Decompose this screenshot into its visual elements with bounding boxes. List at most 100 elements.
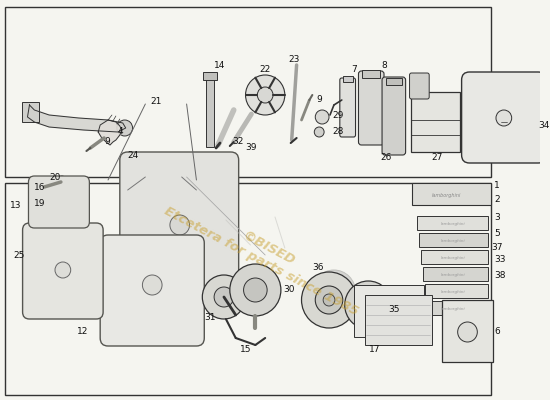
Circle shape xyxy=(140,270,184,314)
Text: 38: 38 xyxy=(494,270,505,280)
Bar xyxy=(204,72,217,80)
Text: 22: 22 xyxy=(260,66,271,74)
Circle shape xyxy=(301,272,356,328)
Circle shape xyxy=(244,278,267,302)
FancyBboxPatch shape xyxy=(382,77,405,155)
FancyBboxPatch shape xyxy=(29,176,89,228)
Bar xyxy=(427,301,488,315)
Text: 25: 25 xyxy=(13,250,25,260)
FancyBboxPatch shape xyxy=(23,223,103,319)
Text: 36: 36 xyxy=(312,264,324,272)
Bar xyxy=(5,7,491,177)
Circle shape xyxy=(315,286,343,314)
Circle shape xyxy=(170,215,190,235)
Text: 37: 37 xyxy=(491,242,503,252)
Circle shape xyxy=(57,176,67,186)
Circle shape xyxy=(245,75,285,115)
Circle shape xyxy=(496,110,512,126)
Text: ©BISED
Etcetera for parts since 1985: ©BISED Etcetera for parts since 1985 xyxy=(162,192,368,318)
Circle shape xyxy=(257,87,273,103)
Circle shape xyxy=(458,322,477,342)
Bar xyxy=(410,92,460,152)
Text: 5: 5 xyxy=(494,230,500,238)
Polygon shape xyxy=(98,120,122,145)
Circle shape xyxy=(150,280,174,304)
Circle shape xyxy=(117,120,133,136)
Circle shape xyxy=(55,262,71,278)
Circle shape xyxy=(202,275,245,319)
Text: 13: 13 xyxy=(10,200,21,210)
Circle shape xyxy=(214,287,234,307)
Bar xyxy=(365,295,432,345)
Circle shape xyxy=(356,293,380,317)
Text: 1: 1 xyxy=(494,180,500,190)
Bar xyxy=(362,70,380,78)
Circle shape xyxy=(345,281,392,329)
Text: 7: 7 xyxy=(351,66,358,74)
Text: 29: 29 xyxy=(332,110,343,120)
Text: lamborghini: lamborghini xyxy=(441,273,465,277)
Bar xyxy=(343,76,353,82)
Circle shape xyxy=(322,280,346,304)
Text: 24: 24 xyxy=(128,150,139,160)
Text: lamborghini: lamborghini xyxy=(441,256,465,260)
Bar xyxy=(417,216,488,230)
Circle shape xyxy=(364,300,373,310)
Text: 12: 12 xyxy=(77,328,89,336)
Circle shape xyxy=(230,264,281,316)
Text: 8: 8 xyxy=(381,60,387,70)
Text: 3: 3 xyxy=(494,212,500,222)
Bar xyxy=(5,183,491,395)
Circle shape xyxy=(323,294,335,306)
Text: 32: 32 xyxy=(233,138,244,146)
Text: 23: 23 xyxy=(288,56,299,64)
Circle shape xyxy=(44,207,54,217)
Circle shape xyxy=(315,110,329,124)
FancyBboxPatch shape xyxy=(35,188,71,205)
Text: 16: 16 xyxy=(34,184,46,192)
Text: 35: 35 xyxy=(388,306,399,314)
Text: 4: 4 xyxy=(118,128,124,136)
FancyBboxPatch shape xyxy=(120,152,239,298)
Text: 17: 17 xyxy=(370,346,381,354)
Text: 28: 28 xyxy=(332,128,343,136)
Bar xyxy=(424,267,488,281)
Text: 33: 33 xyxy=(494,256,505,264)
Text: 14: 14 xyxy=(214,60,226,70)
Text: 20: 20 xyxy=(49,174,60,182)
Bar xyxy=(21,102,39,122)
Bar xyxy=(442,300,493,362)
Text: 39: 39 xyxy=(245,142,257,152)
Text: 27: 27 xyxy=(431,152,443,162)
Text: 31: 31 xyxy=(205,312,216,322)
Text: 2: 2 xyxy=(494,196,499,204)
Text: lamborghini: lamborghini xyxy=(432,194,461,198)
Bar xyxy=(421,250,488,264)
Bar xyxy=(419,233,488,247)
Text: lamborghini: lamborghini xyxy=(441,222,465,226)
Text: lamborghini: lamborghini xyxy=(441,307,465,311)
Text: 26: 26 xyxy=(380,152,392,162)
Bar xyxy=(425,284,488,298)
FancyBboxPatch shape xyxy=(340,78,355,137)
Text: lamborghini: lamborghini xyxy=(441,239,465,243)
FancyBboxPatch shape xyxy=(461,72,546,163)
Text: 9: 9 xyxy=(316,96,322,104)
Text: 34: 34 xyxy=(538,120,549,130)
Bar xyxy=(412,183,491,205)
Polygon shape xyxy=(28,105,126,132)
Text: lamborghini: lamborghini xyxy=(441,290,465,294)
Text: 21: 21 xyxy=(150,98,162,106)
FancyBboxPatch shape xyxy=(100,235,204,346)
Bar xyxy=(386,78,402,85)
Text: 15: 15 xyxy=(240,346,251,354)
Circle shape xyxy=(312,270,355,314)
Polygon shape xyxy=(108,215,393,292)
Bar xyxy=(354,285,424,337)
Text: 9: 9 xyxy=(104,138,110,146)
Circle shape xyxy=(314,127,324,137)
Text: 6: 6 xyxy=(494,328,500,336)
Text: 30: 30 xyxy=(283,286,294,294)
FancyBboxPatch shape xyxy=(359,71,384,145)
Bar xyxy=(206,72,214,147)
